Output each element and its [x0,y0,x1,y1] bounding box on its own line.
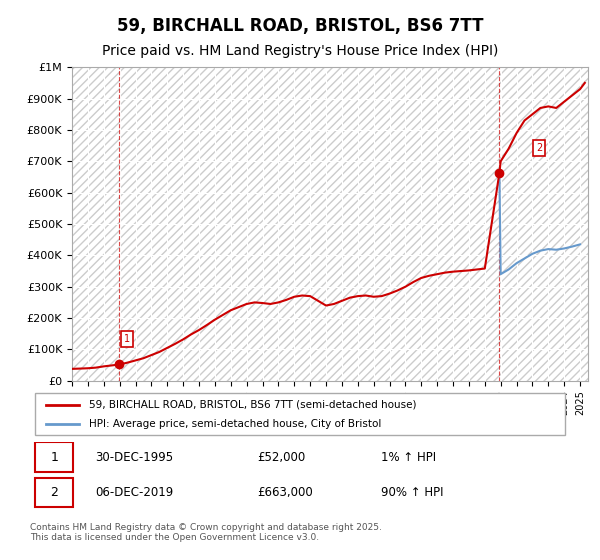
Text: Price paid vs. HM Land Registry's House Price Index (HPI): Price paid vs. HM Land Registry's House … [102,44,498,58]
Text: 2: 2 [536,143,542,153]
Text: Contains HM Land Registry data © Crown copyright and database right 2025.
This d: Contains HM Land Registry data © Crown c… [30,523,382,542]
Text: £52,000: £52,000 [257,451,305,464]
Text: 90% ↑ HPI: 90% ↑ HPI [381,486,443,499]
Text: 1% ↑ HPI: 1% ↑ HPI [381,451,436,464]
Text: £663,000: £663,000 [257,486,313,499]
Text: 1: 1 [50,451,58,464]
Text: 2: 2 [50,486,58,499]
FancyBboxPatch shape [35,478,73,507]
Text: 59, BIRCHALL ROAD, BRISTOL, BS6 7TT: 59, BIRCHALL ROAD, BRISTOL, BS6 7TT [117,17,483,35]
FancyBboxPatch shape [35,442,73,472]
Text: 59, BIRCHALL ROAD, BRISTOL, BS6 7TT (semi-detached house): 59, BIRCHALL ROAD, BRISTOL, BS6 7TT (sem… [89,399,417,409]
Text: 30-DEC-1995: 30-DEC-1995 [95,451,173,464]
Text: 1: 1 [124,334,130,344]
FancyBboxPatch shape [35,393,565,435]
Text: HPI: Average price, semi-detached house, City of Bristol: HPI: Average price, semi-detached house,… [89,419,382,430]
Text: 06-DEC-2019: 06-DEC-2019 [95,486,173,499]
